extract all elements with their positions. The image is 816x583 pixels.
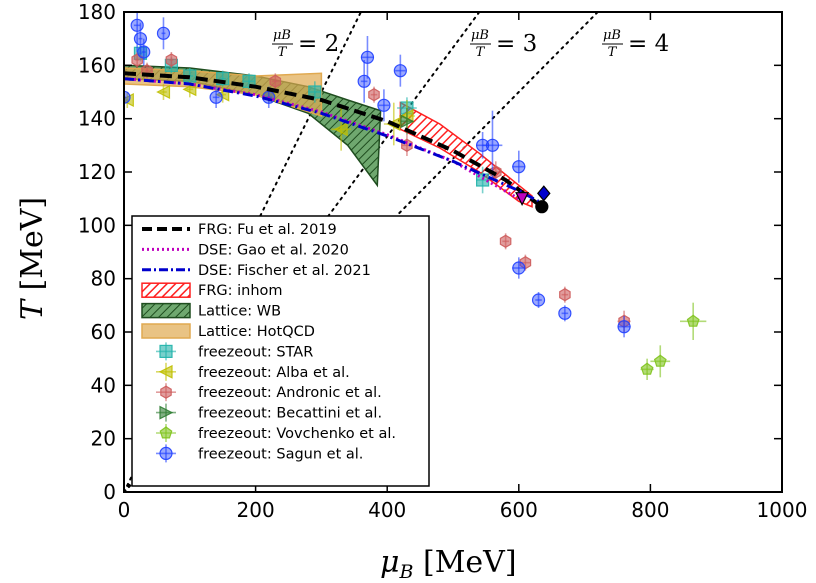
ratio-label-numerator: μB: [471, 28, 489, 43]
data-point: [559, 288, 571, 302]
legend-label: Lattice: WB: [198, 304, 281, 320]
endpoint-2: [515, 192, 530, 207]
y-tick-label: 120: [78, 160, 116, 184]
legend: FRG: Fu et al. 2019 DSE: Gao et al. 2020 D…: [131, 215, 430, 487]
ratio-label-value: = 4: [628, 31, 669, 57]
x-axis-title: μB [MeV]: [380, 545, 517, 583]
y-tick-label: 180: [78, 0, 116, 24]
legend-label: FRG: inhom: [198, 283, 283, 299]
x-tick-label: 0: [118, 498, 131, 522]
ratio-label-denominator: T: [476, 45, 486, 60]
x-tick-label: 400: [368, 498, 406, 522]
data-point: [393, 64, 407, 78]
data-point: [512, 160, 526, 174]
y-tick-label: 0: [103, 480, 116, 504]
axes: 0 200 400 600 800 1000 0 20 40 60 80 100 120 140 160 18…: [78, 0, 808, 522]
plot-frame: [123, 11, 783, 493]
data-point: [686, 314, 700, 327]
legend-swatch: [141, 302, 191, 319]
y-tick-label: 140: [78, 107, 116, 131]
legend-label: freezeout: Vovchenko et al.: [198, 426, 396, 442]
data-point: [357, 74, 371, 88]
ratio-label-3: μB T = 4: [602, 28, 669, 60]
legend-label: DSE: Fischer et al. 2021: [198, 263, 371, 279]
series-5: [640, 302, 707, 380]
x-tick-label: 1000: [757, 498, 808, 522]
data-point: [137, 45, 151, 59]
data-point: [558, 306, 572, 320]
ratio-label-2: μB T = 3: [470, 28, 537, 60]
data-point: [368, 88, 380, 102]
legend-label: freezeout: STAR: [198, 344, 313, 360]
data-point: [485, 138, 500, 152]
legend-label: Lattice: HotQCD: [198, 324, 315, 340]
plot-area: [124, 12, 707, 492]
data-point: [165, 53, 178, 67]
y-tick-label: 20: [91, 427, 116, 451]
data-point: [519, 256, 532, 270]
legend-swatch: [159, 405, 174, 420]
ratio-label-1: μB T = 2: [272, 28, 339, 60]
data-point: [400, 114, 415, 129]
legend-swatch: [159, 426, 173, 439]
legend-label: FRG: Fu et al. 2019: [198, 222, 337, 238]
y-axis-title: T [MeV]: [15, 197, 50, 320]
y-tick-label: 60: [91, 320, 116, 344]
data-point: [124, 90, 131, 104]
data-point: [499, 234, 512, 248]
band-1: [399, 101, 533, 208]
legend-label: freezeout: Alba et al.: [198, 365, 350, 381]
x-tick-label: 200: [237, 498, 275, 522]
data-point: [209, 90, 223, 104]
y-tick-label: 160: [78, 53, 116, 77]
data-point: [269, 74, 282, 88]
data-point: [308, 85, 322, 99]
legend-swatch: [159, 344, 173, 358]
data-point: [653, 354, 667, 367]
y-tick-label: 100: [78, 213, 116, 237]
curve-1: [124, 71, 543, 209]
data-point: [617, 320, 631, 334]
ratio-label-value: = 3: [496, 31, 537, 57]
legend-swatch: [159, 446, 173, 460]
legend-label: DSE: Gao et al. 2020: [198, 242, 349, 258]
legend-label: freezeout: Sagun et al.: [198, 446, 363, 462]
data-point: [512, 261, 526, 275]
ratio-label-denominator: T: [278, 45, 288, 60]
y-tick-label: 80: [91, 267, 116, 291]
data-point: [377, 98, 391, 112]
y-tick-label: 40: [91, 373, 116, 397]
legend-label: freezeout: Andronic et al.: [198, 385, 382, 401]
data-point: [133, 32, 148, 46]
x-tick-label: 800: [631, 498, 669, 522]
legend-swatch: [160, 385, 172, 399]
legend-box: [131, 215, 430, 487]
legend-swatch: [141, 282, 191, 298]
ratio-label-numerator: μB: [603, 28, 621, 43]
axis-titles: μB [MeV] T [MeV]: [15, 197, 517, 583]
curve-3: [124, 77, 540, 203]
data-point: [640, 362, 654, 375]
ratio-label-value: = 2: [298, 31, 339, 57]
ratio-label-numerator: μB: [273, 28, 291, 43]
endpoint-3: [537, 185, 551, 202]
data-point: [182, 82, 197, 97]
data-point: [130, 18, 144, 32]
legend-swatch: [141, 323, 191, 339]
ratio-label-denominator: T: [608, 45, 618, 60]
legend-label: freezeout: Becattini et al.: [198, 406, 382, 422]
data-point: [360, 50, 375, 64]
data-point: [333, 122, 348, 137]
data-point: [156, 26, 171, 40]
legend-swatch: [158, 364, 173, 379]
x-tick-label: 600: [500, 498, 538, 522]
data-point: [531, 293, 546, 307]
endpoint-1: [535, 200, 549, 214]
data-point: [156, 85, 171, 99]
